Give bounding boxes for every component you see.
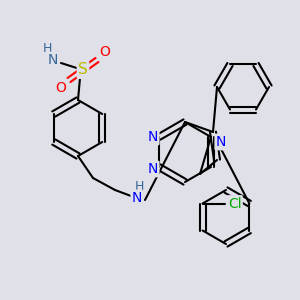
Text: N: N xyxy=(148,162,158,176)
Text: Cl: Cl xyxy=(228,196,242,211)
Text: N: N xyxy=(148,130,158,144)
Text: H: H xyxy=(42,41,52,55)
Text: S: S xyxy=(78,62,88,77)
Text: N: N xyxy=(216,135,226,149)
Text: N: N xyxy=(132,191,142,205)
Text: H: H xyxy=(134,179,144,193)
Text: O: O xyxy=(100,45,110,59)
Text: O: O xyxy=(56,81,66,95)
Text: N: N xyxy=(48,53,58,67)
